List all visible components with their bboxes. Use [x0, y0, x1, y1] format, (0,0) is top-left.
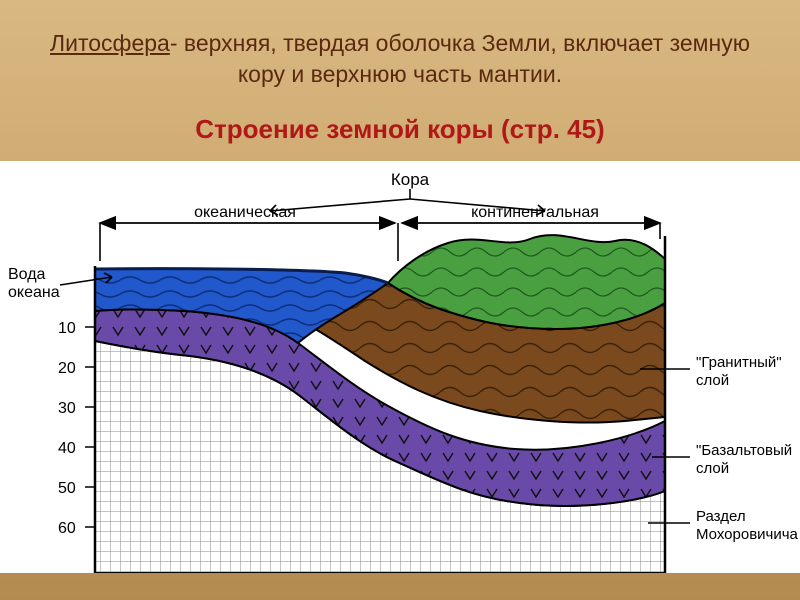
title-term: Литосфера — [50, 30, 170, 56]
depth-60: 60 — [58, 520, 76, 537]
oceanic-label: океаническая — [194, 204, 296, 221]
depth-10: 10 — [58, 320, 76, 337]
depth-40: 40 — [58, 440, 76, 457]
title-definition: - верхняя, твердая оболочка Земли, включ… — [170, 30, 750, 87]
depth-30: 30 — [58, 400, 76, 417]
top-crust-label: Кора — [391, 170, 430, 189]
legend-basalt-l1: "Базальтовый — [696, 442, 792, 459]
header-block: Литосфера- верхняя, твердая оболочка Зем… — [0, 0, 800, 100]
water-label-line2: океана — [8, 284, 60, 301]
legend-moho-l1: Раздел — [696, 508, 746, 525]
subtitle-row: Строение земной коры (стр. 45) — [0, 100, 800, 161]
legend-basalt-l2: слой — [696, 460, 729, 477]
depth-scale: 10 20 30 40 50 60 — [58, 320, 95, 537]
diagram-svg: Кора океаническая континентальная Вода о… — [0, 161, 800, 573]
subtitle-text: Строение земной коры (стр. 45) — [195, 114, 604, 144]
continental-label: континентальная — [471, 204, 599, 221]
legend-granitic-l2: слой — [696, 372, 729, 389]
depth-50: 50 — [58, 480, 76, 497]
legend-granitic-l1: "Гранитный" — [696, 354, 782, 371]
depth-20: 20 — [58, 360, 76, 377]
legend-moho-l2: Мохоровичича — [696, 526, 799, 543]
water-label-line1: Вода — [8, 266, 46, 283]
crust-diagram: Кора океаническая континентальная Вода о… — [0, 161, 800, 573]
